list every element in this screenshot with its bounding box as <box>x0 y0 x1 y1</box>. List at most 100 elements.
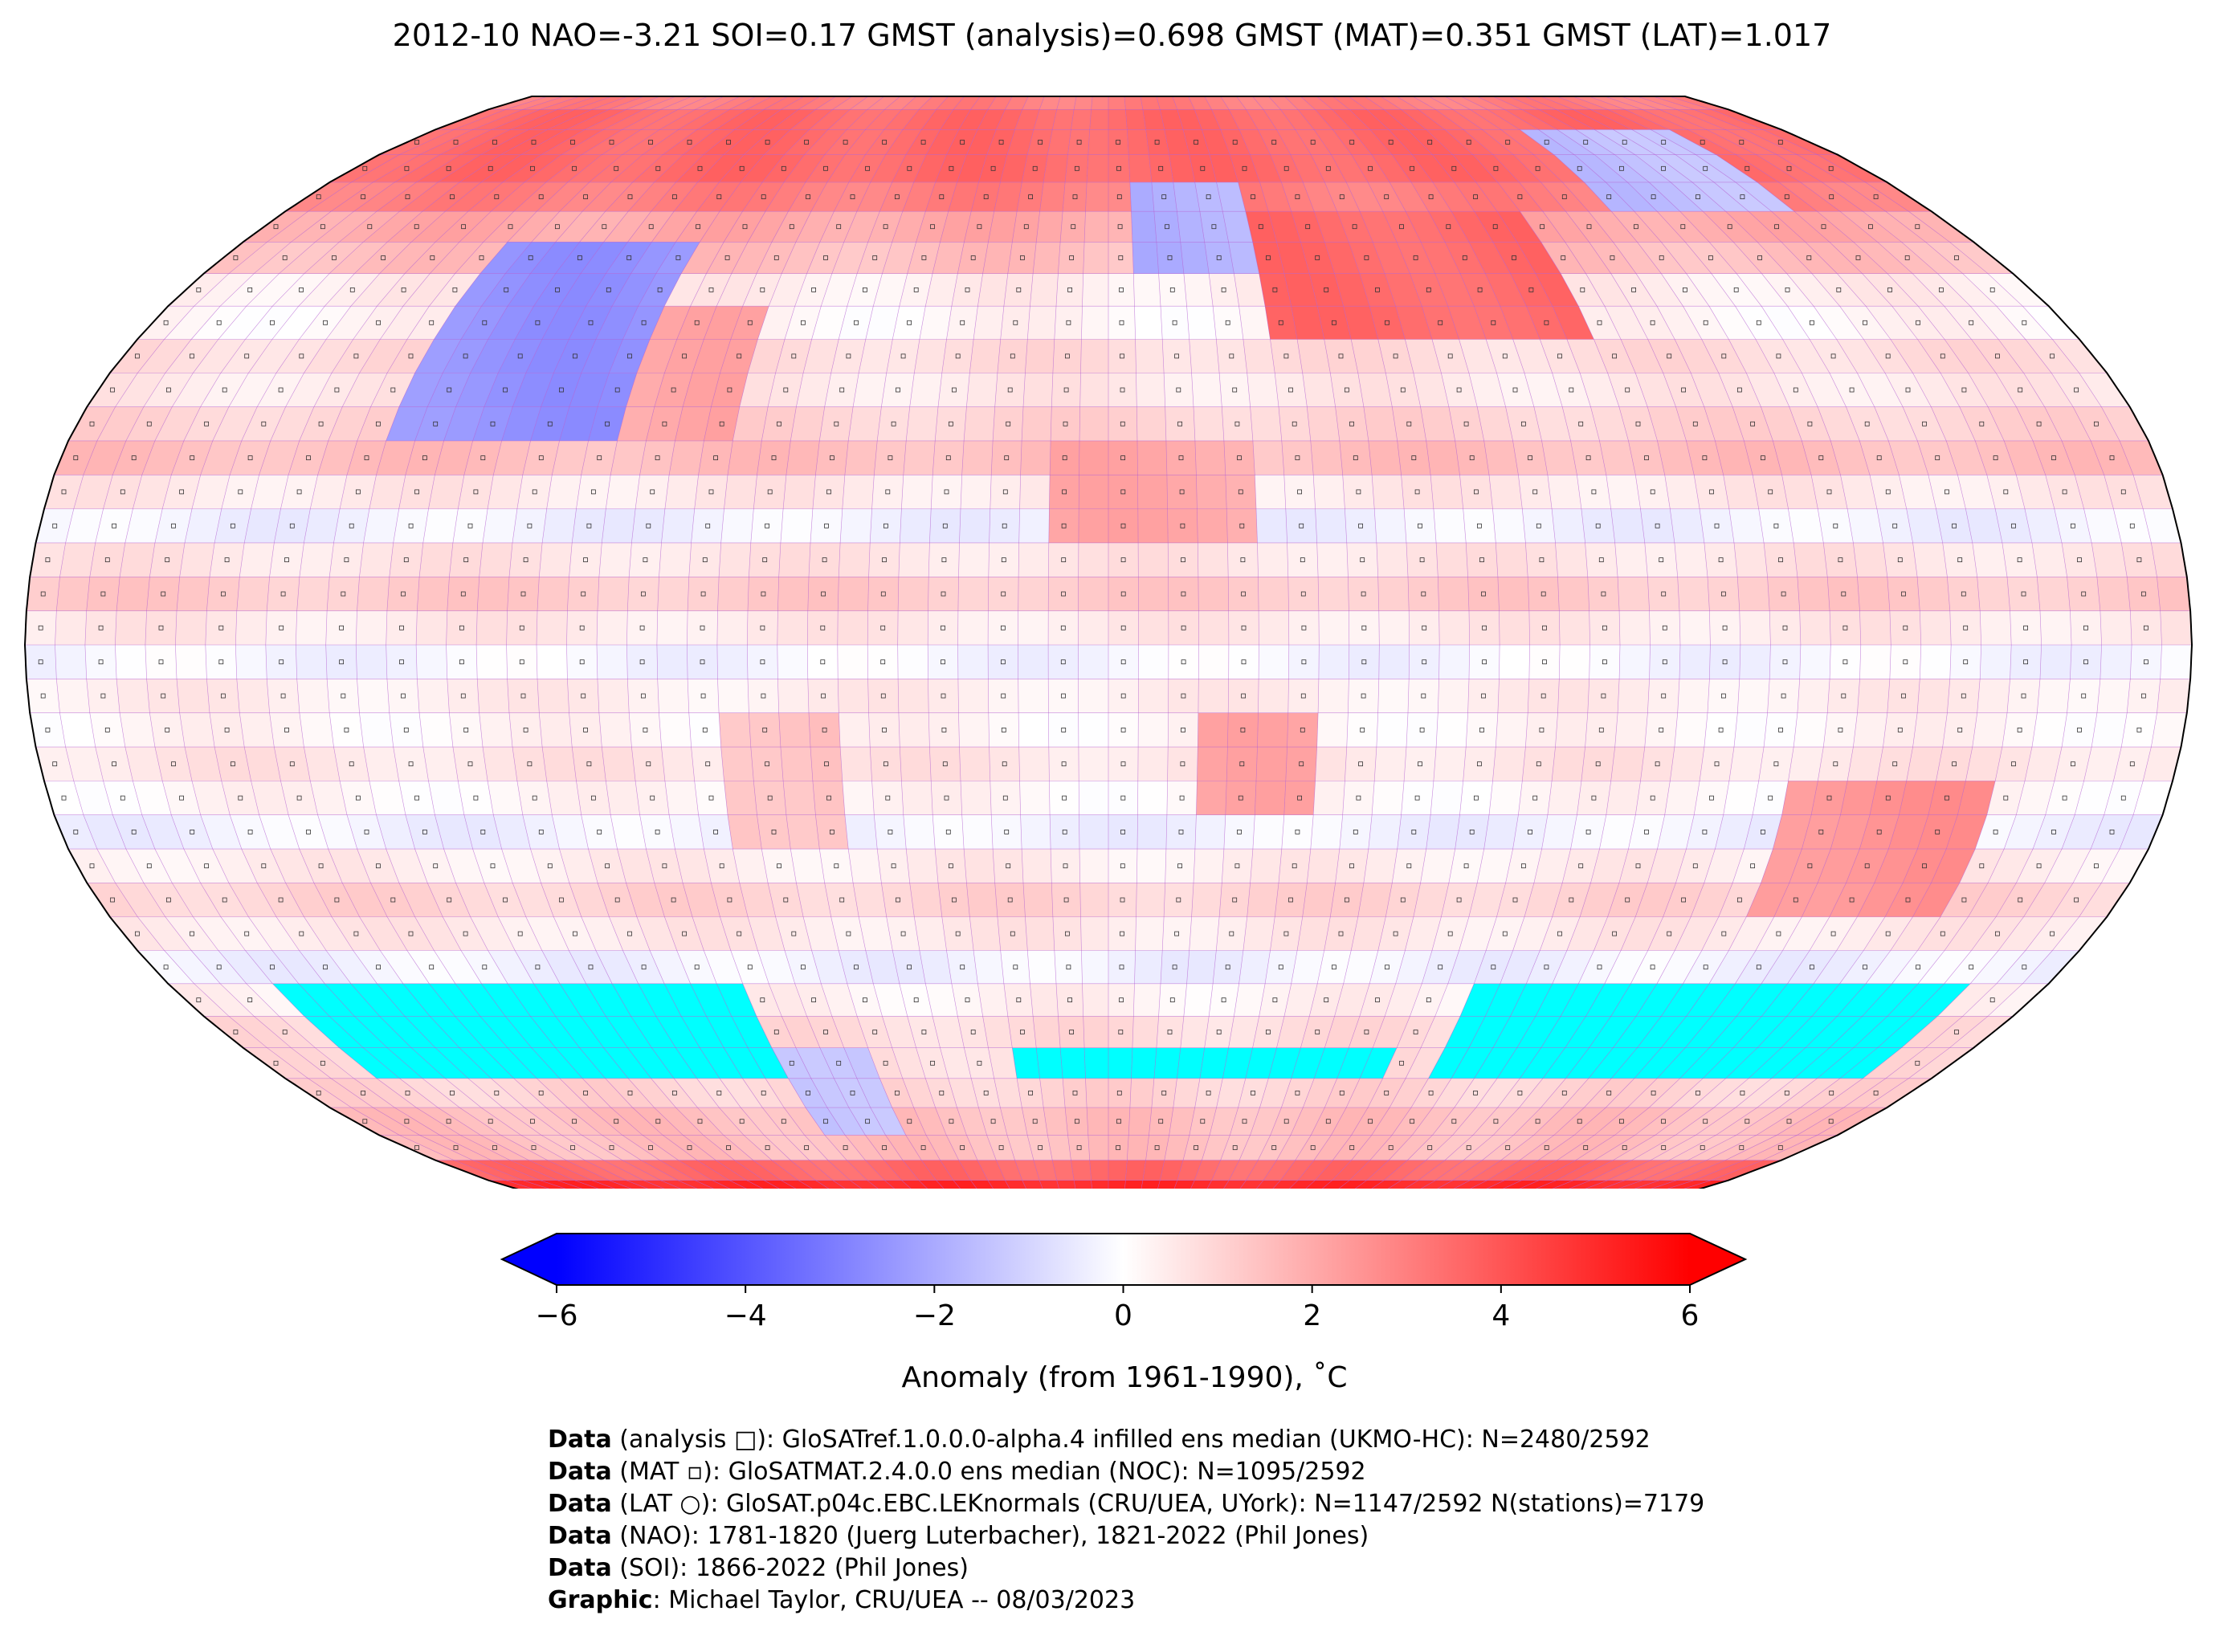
analysis-marker <box>821 693 826 699</box>
anomaly-cell <box>1516 242 1561 274</box>
analysis-marker <box>2070 523 2075 528</box>
anomaly-cell <box>1525 543 1558 577</box>
analysis-marker <box>433 863 439 869</box>
anomaly-cell <box>1349 1180 1385 1189</box>
anomaly-cell <box>730 306 769 340</box>
anomaly-cell <box>267 577 300 611</box>
anomaly-cell <box>1373 242 1410 274</box>
anomaly-cell <box>719 543 751 577</box>
anomaly-cell <box>505 96 564 110</box>
anomaly-cell <box>1395 950 1432 984</box>
anomaly-cell <box>2037 577 2071 611</box>
anomaly-cell <box>1222 406 1253 441</box>
anomaly-cell <box>1578 306 1622 340</box>
anomaly-cell <box>1225 475 1256 509</box>
anomaly-cell <box>2075 475 2114 509</box>
anomaly-cell <box>1426 1135 1474 1160</box>
anomaly-cell <box>83 440 126 475</box>
anomaly-cell <box>1735 1078 1794 1108</box>
anomaly-cell <box>455 242 508 274</box>
anomaly-cell <box>847 983 883 1017</box>
anomaly-cell <box>96 406 144 441</box>
anomaly-cell <box>1634 211 1686 243</box>
anomaly-cell <box>2083 747 2122 781</box>
anomaly-cell <box>357 577 390 611</box>
anomaly-cell <box>1627 1078 1680 1108</box>
analysis-marker <box>2081 591 2087 597</box>
anomaly-cell <box>988 211 1018 243</box>
analysis-marker <box>161 591 166 597</box>
anomaly-cell <box>810 508 843 543</box>
anomaly-cell <box>993 849 1023 883</box>
anomaly-cell <box>1756 339 1802 373</box>
anomaly-cell <box>1246 109 1277 130</box>
anomaly-cell <box>357 849 399 883</box>
anomaly-cell <box>697 1107 744 1136</box>
analysis-marker <box>404 165 410 171</box>
analysis-marker <box>282 1030 288 1034</box>
anomaly-cell <box>501 406 541 441</box>
anomaly-cell <box>857 242 892 274</box>
anomaly-cell <box>1318 610 1349 645</box>
analysis-marker <box>1181 728 1185 732</box>
anomaly-cell <box>520 129 586 155</box>
anomaly-cell <box>1728 747 1765 781</box>
analysis-marker <box>1885 931 1891 936</box>
anomaly-cell <box>591 96 644 110</box>
anomaly-cell <box>1332 1160 1370 1181</box>
analysis-marker <box>405 1091 410 1095</box>
analysis-marker <box>1709 489 1714 495</box>
anomaly-cell <box>1670 747 1704 781</box>
analysis-marker <box>1577 165 1582 171</box>
anomaly-cell <box>1716 1107 1779 1136</box>
anomaly-cell <box>1857 679 1890 713</box>
anomaly-cell <box>899 983 932 1017</box>
credit-line: Data (NAO): 1781-1820 (Juerg Luterbacher… <box>548 1520 1704 1552</box>
anomaly-cell <box>274 508 311 543</box>
analysis-marker <box>1867 224 1873 230</box>
analysis-marker <box>320 1060 325 1066</box>
anomaly-cell <box>179 543 215 577</box>
analysis-marker <box>2109 455 2115 460</box>
analysis-marker <box>1361 659 1367 665</box>
analysis-marker <box>190 353 194 359</box>
anomaly-cell <box>839 543 871 577</box>
anomaly-cell <box>299 712 334 747</box>
analysis-marker <box>1635 863 1641 869</box>
anomaly-cell <box>1573 1180 1626 1189</box>
analysis-marker <box>414 795 419 801</box>
missing-data-cell <box>555 1047 606 1079</box>
analysis-marker <box>1120 489 1126 495</box>
anomaly-cell <box>326 306 377 340</box>
analysis-marker <box>1288 387 1293 393</box>
anomaly-cell <box>1314 1135 1352 1160</box>
analysis-marker <box>941 625 945 630</box>
anomaly-cell <box>1707 129 1777 155</box>
anomaly-cell <box>734 1160 781 1181</box>
anomaly-cell <box>1108 129 1129 155</box>
anomaly-cell <box>353 182 417 212</box>
analysis-marker <box>190 931 194 936</box>
anomaly-cell <box>1463 1135 1514 1160</box>
analysis-marker <box>1528 287 1534 292</box>
analysis-marker <box>702 557 708 562</box>
anomaly-cell <box>1108 577 1139 611</box>
anomaly-cell <box>1863 211 1926 243</box>
anomaly-cell <box>940 1160 971 1181</box>
anomaly-cell <box>994 1078 1022 1108</box>
anomaly-cell <box>1156 1016 1184 1048</box>
anomaly-cell <box>1108 950 1136 984</box>
analysis-marker <box>1120 387 1125 393</box>
missing-data-cell <box>1131 1047 1157 1079</box>
anomaly-cell <box>1793 543 1828 577</box>
anomaly-cell <box>2127 577 2161 611</box>
missing-data-cell <box>1786 983 1840 1017</box>
anomaly-cell <box>1432 1107 1476 1136</box>
anomaly-cell <box>1022 1180 1045 1189</box>
anomaly-cell <box>192 475 231 509</box>
analysis-marker <box>830 455 835 460</box>
anomaly-cell <box>626 96 676 110</box>
missing-data-cell <box>1561 983 1605 1017</box>
anomaly-cell <box>1343 306 1378 340</box>
anomaly-cell <box>815 1180 852 1189</box>
